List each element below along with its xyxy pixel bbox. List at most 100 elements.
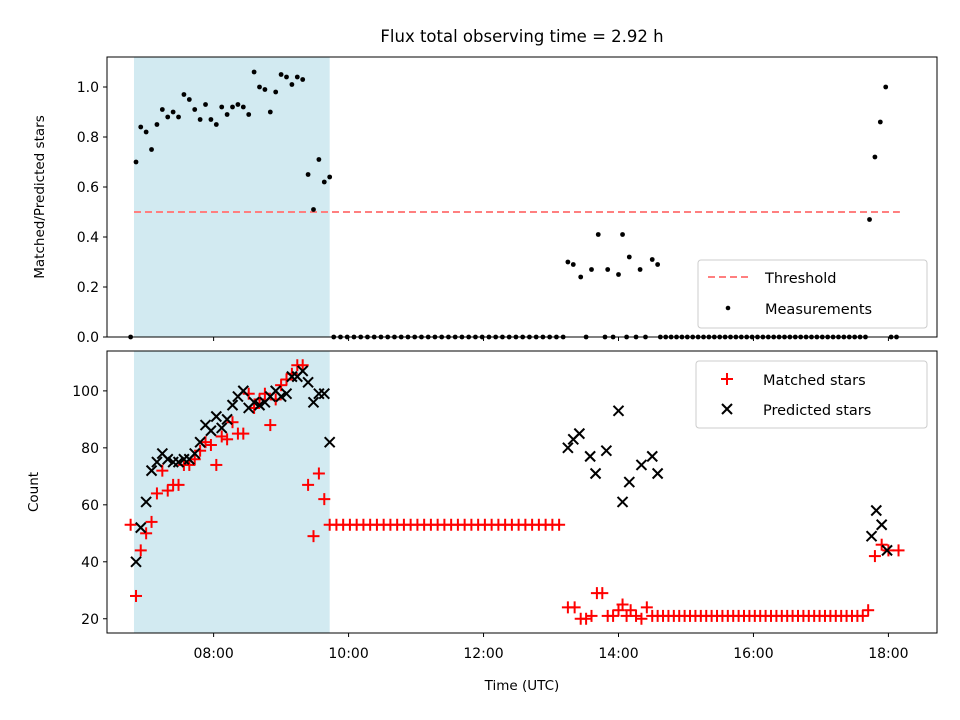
predicted-point: [296, 365, 309, 377]
bottom-shaded-span: [133, 351, 330, 633]
measurement-point: [192, 107, 198, 112]
legend-predicted-swatch: [721, 403, 733, 415]
matched-point: [318, 493, 331, 506]
bottom-xtick-label: 16:00: [733, 646, 773, 662]
predicted-point: [145, 464, 158, 477]
predicted-point: [623, 476, 635, 488]
predicted-point: [635, 459, 648, 471]
predicted-point: [646, 450, 658, 463]
top-legend: Threshold Measurements: [697, 259, 928, 329]
predicted-point: [140, 496, 152, 508]
matched-point: [210, 458, 223, 471]
measurement-point: [637, 267, 643, 272]
matched-point: [580, 612, 593, 625]
matched-point: [856, 609, 869, 622]
bottom-ytick-label: 80: [81, 441, 99, 457]
measurement-point: [246, 112, 252, 117]
matched-point: [194, 444, 207, 457]
predicted-point: [307, 396, 320, 408]
predicted-point: [616, 496, 629, 508]
measurement-point: [300, 77, 306, 82]
measurement-point: [186, 97, 192, 102]
matched-point: [312, 467, 325, 480]
predicted-point: [612, 405, 625, 417]
bottom-ytick-label: 100: [72, 384, 99, 400]
measurement-point: [154, 122, 160, 127]
bottom-xtick-label: 18:00: [868, 646, 908, 662]
bottom-ytick-label: 40: [81, 555, 99, 571]
predicted-point: [189, 447, 201, 460]
measurement-point: [138, 124, 144, 130]
matched-point: [868, 550, 881, 563]
measurement-point: [883, 84, 889, 90]
predicted-point: [151, 456, 163, 468]
measurement-point: [321, 179, 327, 185]
matched-point: [264, 419, 277, 432]
measurement-point: [877, 119, 883, 125]
matched-point: [237, 427, 250, 440]
predicted-point: [210, 410, 223, 423]
matched-point: [280, 373, 293, 386]
predicted-point: [875, 519, 888, 531]
measurement-point: [578, 274, 584, 280]
bottom-axes-frame: [106, 350, 938, 634]
measurement-point: [165, 114, 171, 120]
matched-point: [258, 387, 271, 400]
measurement-point: [273, 89, 279, 95]
measurement-point: [605, 267, 611, 272]
measurement-point: [176, 114, 181, 120]
top-ytick-label: 0.0: [77, 330, 99, 346]
measurement-point: [181, 92, 187, 97]
top-ytick-label: 0.6: [77, 180, 99, 196]
measurement-point: [224, 112, 230, 117]
matched-point: [875, 538, 888, 551]
measurement-point: [278, 72, 284, 77]
predicted-point: [865, 530, 878, 542]
bottom-panel: 20 40 60 80 100 08:00 10:00 12:00 14:00 16:00 18:0…: [26, 350, 938, 694]
measurement-point: [213, 122, 219, 127]
measurement-point: [872, 154, 878, 160]
matched-point: [607, 609, 620, 622]
measurement-point: [284, 74, 289, 80]
measurement-point: [257, 84, 262, 90]
measurement-point: [262, 87, 268, 92]
matched-point: [134, 544, 147, 557]
matched-point: [130, 589, 143, 602]
predicted-point: [589, 467, 602, 480]
measurement-point: [203, 102, 208, 107]
top-ylabel: Matched/Predicted stars: [32, 115, 48, 278]
matched-point: [145, 515, 158, 528]
predicted-point: [584, 450, 596, 463]
predicted-point: [600, 444, 613, 457]
measurement-point: [565, 259, 571, 265]
matched-point: [568, 601, 581, 614]
bottom-xtick-label: 14:00: [598, 646, 638, 662]
measurement-point: [294, 74, 300, 80]
measurement-point: [589, 267, 594, 272]
predicted-point: [323, 436, 336, 448]
predicted-point: [302, 376, 314, 389]
chart-title: Flux total observing time = 2.92 h: [380, 27, 663, 46]
top-shaded-span: [133, 57, 330, 337]
bottom-legend-box: [695, 360, 928, 429]
predicted-point: [280, 388, 293, 400]
legend-measurement-swatch: [725, 305, 731, 311]
predicted-point: [253, 399, 266, 411]
bottom-ytick-label: 60: [81, 498, 99, 514]
measurement-point: [143, 129, 149, 135]
predicted-point: [221, 413, 233, 426]
predicted-point: [562, 442, 574, 454]
legend-matched-swatch: [721, 373, 733, 385]
matched-point: [296, 359, 309, 372]
matched-point: [172, 478, 185, 491]
measurement-point: [620, 232, 625, 237]
matched-point: [596, 587, 609, 600]
measurement-point: [267, 109, 273, 115]
matched-point: [616, 598, 629, 611]
bottom-xlabel: Time (UTC): [484, 678, 560, 694]
matched-point: [183, 458, 196, 471]
predicted-point: [870, 504, 882, 517]
measurement-point: [230, 104, 235, 110]
predicted-point: [216, 422, 228, 434]
legend-measurement-label: Measurements: [765, 302, 872, 318]
